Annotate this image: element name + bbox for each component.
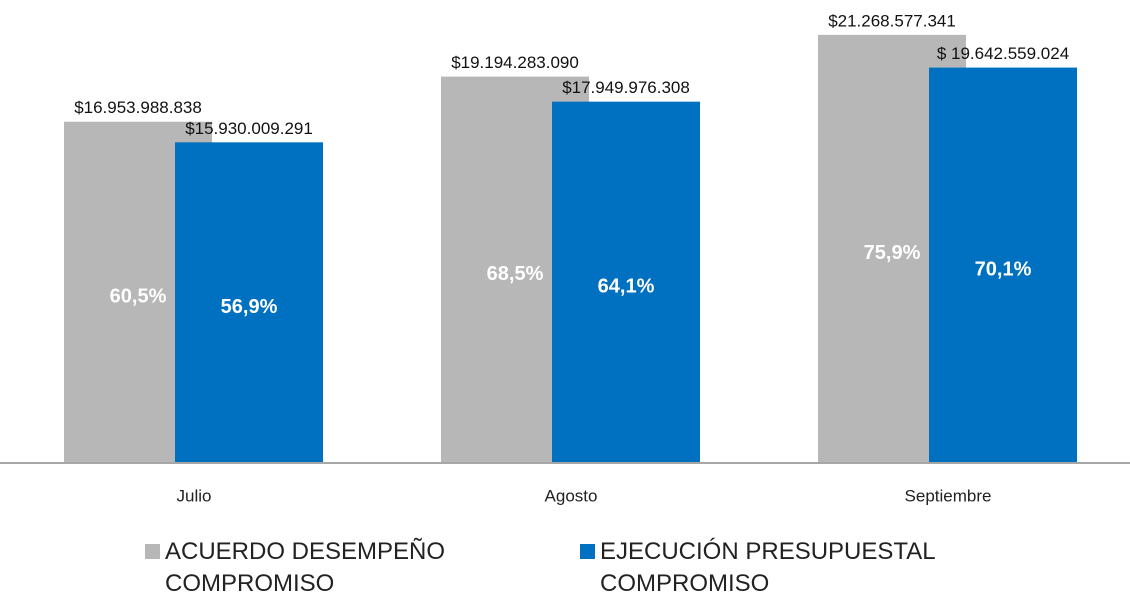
- percentage-label: 75,9%: [864, 242, 921, 264]
- percentage-label: 68,5%: [487, 263, 544, 285]
- x-tick-label: Septiembre: [905, 486, 992, 505]
- percentage-label: 70,1%: [975, 259, 1032, 281]
- bar: [929, 67, 1077, 464]
- value-label: $19.194.283.090: [451, 53, 579, 72]
- bar: [552, 101, 700, 463]
- legend-swatch: [145, 544, 160, 559]
- value-label: $ 19.642.559.024: [937, 44, 1069, 63]
- x-tick-label: Julio: [177, 486, 212, 505]
- percentage-label: 64,1%: [598, 276, 655, 298]
- legend-item: ACUERDO DESEMPEÑO COMPROMISO: [145, 536, 515, 595]
- percentage-label: 56,9%: [221, 296, 278, 318]
- value-label: $16.953.988.838: [74, 98, 202, 117]
- value-label: $21.268.577.341: [828, 11, 956, 30]
- legend-swatch: [580, 544, 595, 559]
- value-label: $15.930.009.291: [185, 119, 313, 138]
- x-tick-label: Agosto: [545, 486, 598, 505]
- legend-item: EJECUCIÓN PRESUPUESTAL COMPROMISO: [580, 536, 1040, 595]
- legend-label: ACUERDO DESEMPEÑO COMPROMISO: [165, 538, 446, 595]
- value-label: $17.949.976.308: [562, 78, 690, 97]
- legend-label: EJECUCIÓN PRESUPUESTAL COMPROMISO: [600, 538, 935, 595]
- percentage-label: 60,5%: [110, 286, 167, 308]
- bar: [175, 142, 323, 463]
